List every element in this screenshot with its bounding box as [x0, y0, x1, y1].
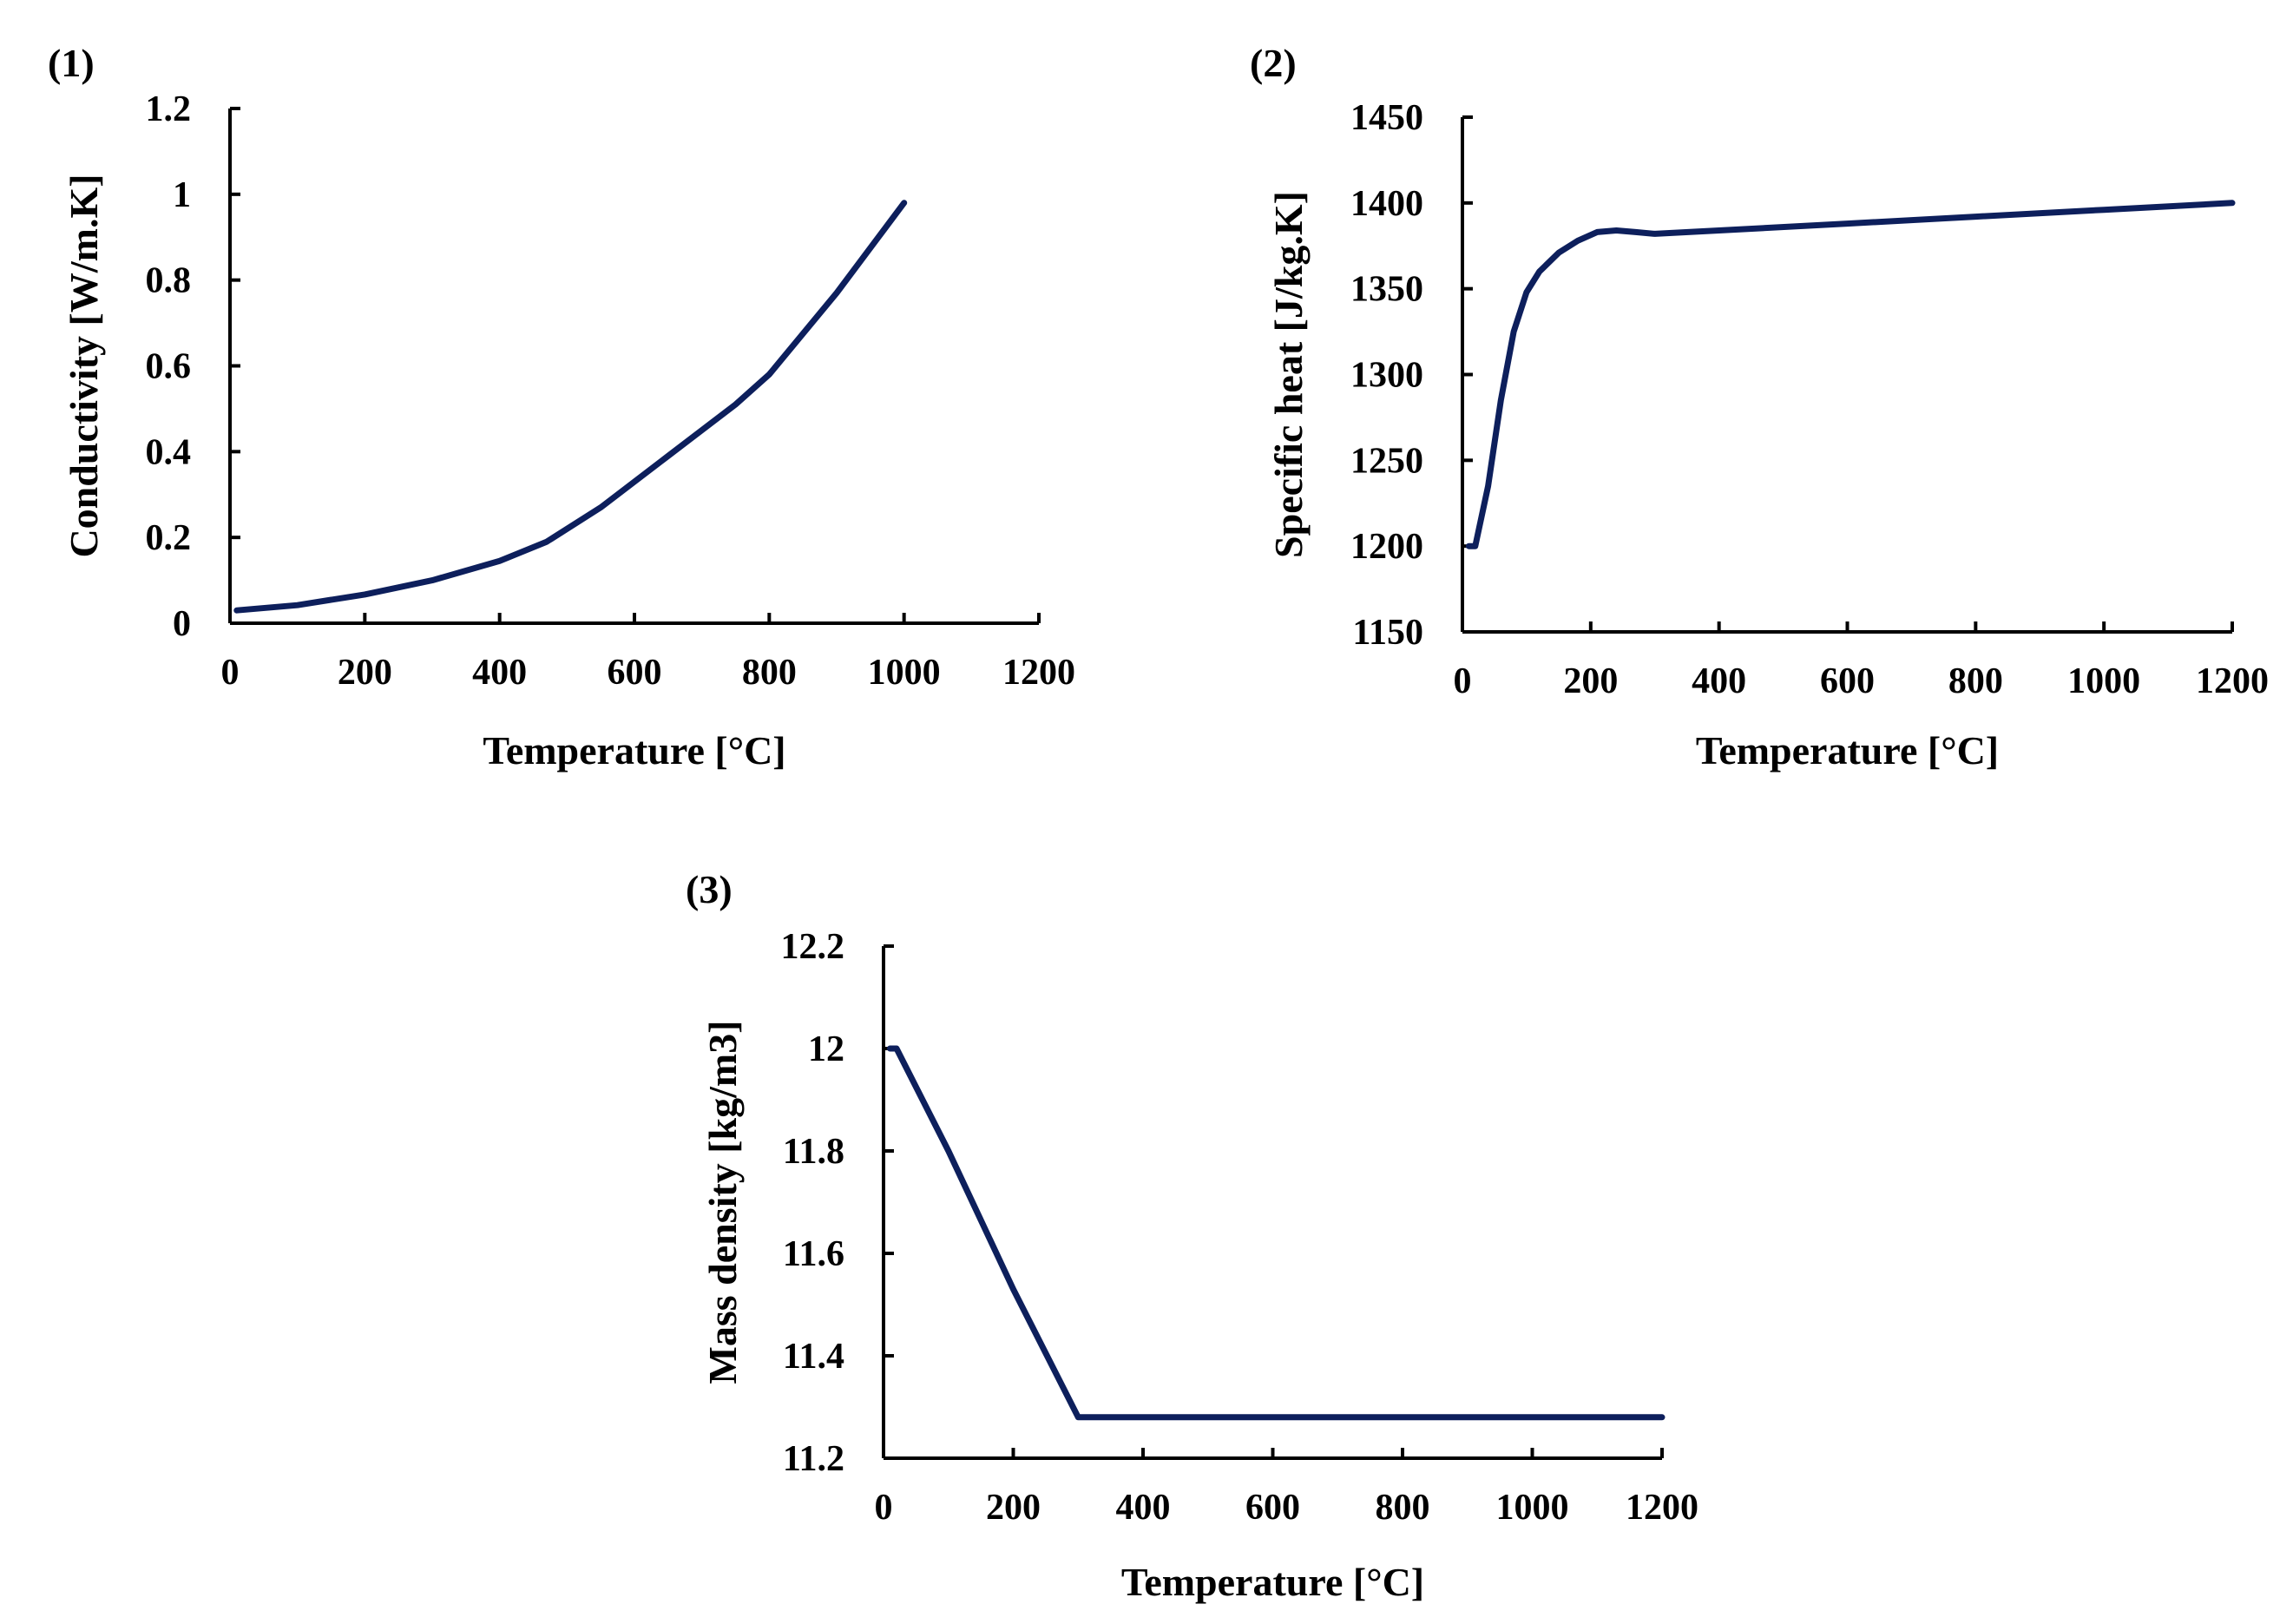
x-axis-title-specific-heat: Temperature [°C] — [1696, 728, 1999, 773]
y-tick-label-conductivity: 1 — [173, 175, 191, 215]
x-axis-title-mass-density: Temperature [°C] — [1121, 1560, 1424, 1604]
x-tick-label-specific-heat: 400 — [1692, 661, 1746, 701]
y-tick-label-specific-heat: 1200 — [1350, 527, 1423, 567]
y-tick-label-mass-density: 12.2 — [781, 927, 845, 967]
x-tick-label-conductivity: 1200 — [1002, 653, 1075, 693]
y-tick-label-mass-density: 11.8 — [783, 1132, 844, 1172]
x-tick-label-specific-heat: 1200 — [2196, 661, 2269, 701]
x-axis-title-conductivity: Temperature [°C] — [483, 728, 785, 773]
x-tick-label-mass-density: 400 — [1116, 1488, 1171, 1528]
panel-label-mass-density: (3) — [686, 867, 733, 911]
y-tick-label-specific-heat: 1250 — [1350, 441, 1423, 481]
series-line-mass-density — [887, 1045, 1666, 1421]
chart-conductivity: (1) 0 200 400 600 800 1000 1200 0 0.2 0.4 0.6 0.8 1 1.… — [48, 41, 1075, 773]
series-line-conductivity — [233, 200, 908, 614]
series-line-specific-heat — [1465, 200, 2236, 549]
y-tick-label-conductivity: 1.2 — [146, 89, 192, 129]
y-tick-label-conductivity: 0 — [173, 604, 191, 644]
x-tick-label-conductivity: 0 — [221, 653, 240, 693]
x-tick-label-mass-density: 1200 — [1626, 1488, 1698, 1528]
x-tick-label-conductivity: 400 — [472, 653, 527, 693]
y-tick-label-specific-heat: 1400 — [1350, 184, 1423, 224]
y-axis-title-mass-density: Mass density [kg/m3] — [700, 1020, 745, 1384]
y-axis-title-specific-heat: Specific heat [J/kg.K] — [1266, 191, 1311, 558]
y-tick-label-conductivity: 0.2 — [146, 518, 192, 558]
x-tick-label-specific-heat: 800 — [1948, 661, 2003, 701]
y-tick-label-mass-density: 11.6 — [783, 1234, 844, 1274]
x-tick-label-specific-heat: 200 — [1563, 661, 1618, 701]
y-tick-label-specific-heat: 1450 — [1350, 98, 1423, 138]
panel-label-conductivity: (1) — [48, 41, 95, 85]
x-tick-label-conductivity: 800 — [742, 653, 797, 693]
x-tick-label-specific-heat: 600 — [1820, 661, 1875, 701]
y-axis-title-conductivity: Conductivity [W/m.K] — [62, 174, 106, 557]
y-tick-label-conductivity: 0.4 — [146, 432, 192, 472]
x-tick-label-conductivity: 600 — [608, 653, 662, 693]
y-tick-label-conductivity: 0.8 — [146, 261, 192, 301]
x-tick-label-mass-density: 600 — [1245, 1488, 1300, 1528]
x-tick-label-specific-heat: 1000 — [2067, 661, 2140, 701]
chart-mass-density: (3) 0 200 400 600 800 1000 1200 11.2 11.4 11.6 11.8… — [686, 867, 1698, 1604]
y-tick-label-specific-heat: 1350 — [1350, 270, 1423, 310]
x-tick-label-mass-density: 200 — [986, 1488, 1041, 1528]
y-tick-label-specific-heat: 1300 — [1350, 356, 1423, 396]
y-tick-label-mass-density: 11.4 — [783, 1337, 844, 1377]
x-tick-label-conductivity: 200 — [338, 653, 392, 693]
panel-label-specific-heat: (2) — [1250, 41, 1297, 85]
x-tick-label-mass-density: 800 — [1376, 1488, 1430, 1528]
y-tick-label-mass-density: 12 — [808, 1029, 844, 1069]
y-tick-label-conductivity: 0.6 — [146, 347, 192, 387]
x-tick-label-mass-density: 1000 — [1496, 1488, 1569, 1528]
x-tick-label-mass-density: 0 — [875, 1488, 893, 1528]
y-tick-label-mass-density: 11.2 — [783, 1439, 844, 1479]
x-tick-label-conductivity: 1000 — [868, 653, 941, 693]
y-tick-label-specific-heat: 1150 — [1352, 613, 1423, 653]
x-tick-label-specific-heat: 0 — [1454, 661, 1472, 701]
chart-specific-heat: (2) 0 200 400 600 800 1000 1200 1150 1200 1250 1300… — [1250, 41, 2269, 773]
